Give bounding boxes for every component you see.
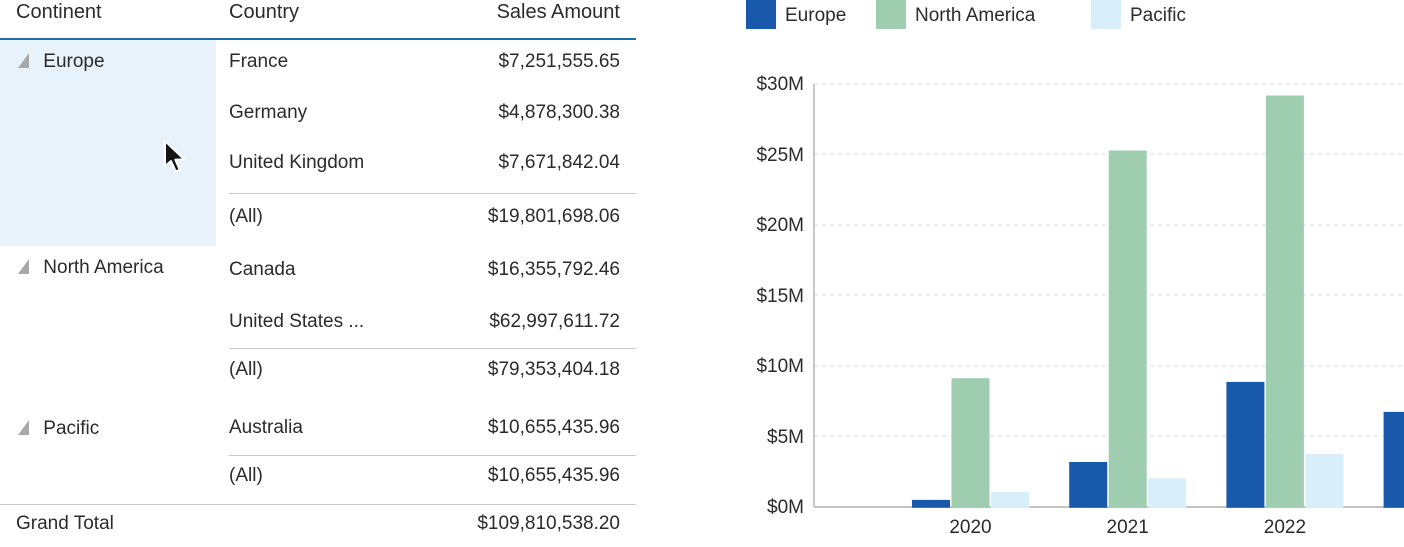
svg-text:$20M: $20M <box>756 215 804 236</box>
svg-text:2020: 2020 <box>949 517 991 538</box>
svg-text:$15M: $15M <box>756 286 804 307</box>
svg-text:$25M: $25M <box>756 145 804 166</box>
svg-text:2021: 2021 <box>1107 517 1149 538</box>
svg-text:$30M: $30M <box>756 74 804 95</box>
svg-text:$0M: $0M <box>767 497 804 518</box>
svg-text:2022: 2022 <box>1264 517 1306 538</box>
svg-text:$10M: $10M <box>756 356 804 377</box>
svg-text:$5M: $5M <box>767 427 804 448</box>
